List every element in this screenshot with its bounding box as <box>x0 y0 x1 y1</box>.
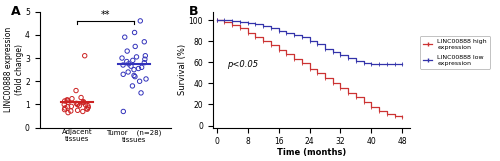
Point <box>60 108 68 111</box>
Point <box>64 101 72 104</box>
Point <box>124 63 132 65</box>
Point <box>77 96 85 99</box>
Point <box>136 80 143 83</box>
Point <box>61 107 69 109</box>
Point <box>68 105 76 108</box>
Point <box>72 102 80 105</box>
Point <box>131 45 139 48</box>
Point <box>123 50 131 52</box>
Point <box>84 106 92 109</box>
Point <box>137 92 145 94</box>
Point <box>80 100 88 103</box>
Point <box>64 111 72 114</box>
Text: A: A <box>10 5 20 18</box>
Point <box>84 104 92 107</box>
Point <box>119 73 127 76</box>
Point <box>131 75 139 78</box>
Point <box>142 54 150 57</box>
Point <box>130 74 138 77</box>
Legend: LINC00888 high
expression, LINC00888 low
expression: LINC00888 high expression, LINC00888 low… <box>420 36 490 69</box>
Point <box>74 109 82 112</box>
Point <box>138 66 145 69</box>
Point <box>142 78 150 80</box>
Point <box>83 107 91 110</box>
Point <box>119 64 127 66</box>
Point <box>64 105 72 108</box>
Point <box>129 59 137 62</box>
Point <box>118 57 126 59</box>
Text: B: B <box>189 5 198 18</box>
Point <box>74 103 82 106</box>
Point <box>67 110 75 112</box>
Point <box>130 68 138 71</box>
Y-axis label: LINC00888 expression
(fold change): LINC00888 expression (fold change) <box>4 27 24 112</box>
Point <box>123 60 131 63</box>
Point <box>80 54 88 57</box>
Point <box>84 108 92 110</box>
X-axis label: Time (months): Time (months) <box>277 148 346 157</box>
Point <box>140 41 148 43</box>
Point <box>76 104 84 107</box>
Point <box>136 20 144 22</box>
Point <box>80 101 88 104</box>
Point <box>128 85 136 87</box>
Point <box>140 61 148 64</box>
Point <box>127 65 135 67</box>
Point <box>134 67 142 70</box>
Point <box>63 99 71 101</box>
Point <box>72 89 80 92</box>
Point <box>130 31 138 34</box>
Point <box>64 99 72 102</box>
Y-axis label: Survival (%): Survival (%) <box>178 44 187 95</box>
Point <box>141 58 149 61</box>
Point <box>120 110 128 113</box>
Point <box>79 110 87 113</box>
Point <box>60 103 68 106</box>
Point <box>60 100 68 102</box>
Point <box>132 56 140 58</box>
Point <box>74 103 82 105</box>
Point <box>120 36 128 38</box>
Point <box>68 97 76 100</box>
Text: p<0.05: p<0.05 <box>226 60 258 69</box>
Text: **: ** <box>100 10 110 20</box>
Point <box>82 104 90 106</box>
Point <box>124 71 132 73</box>
